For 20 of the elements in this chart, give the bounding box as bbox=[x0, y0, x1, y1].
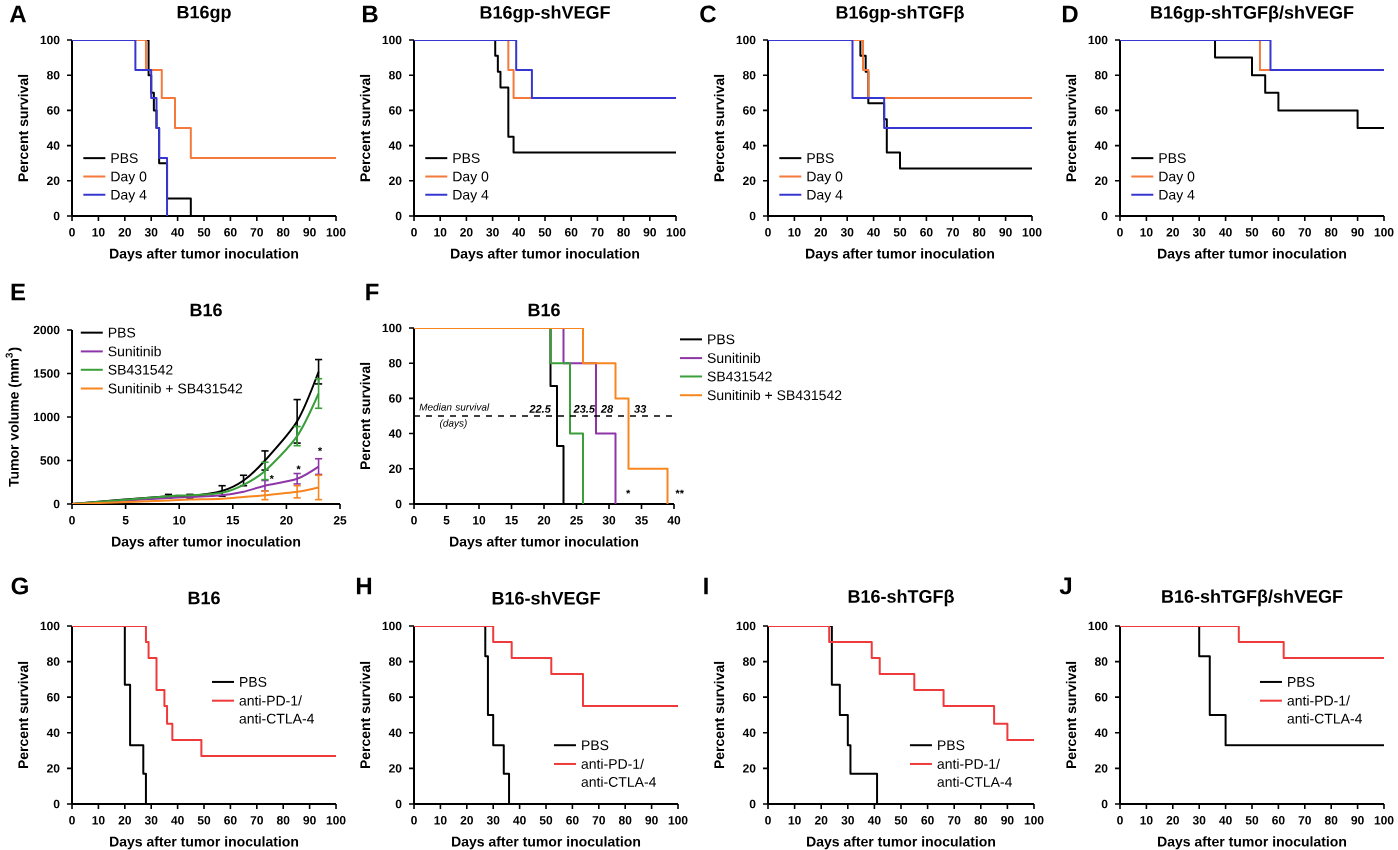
text: F bbox=[366, 283, 379, 301]
text: I bbox=[704, 577, 708, 595]
chart-title: B16-shVEGF bbox=[492, 591, 600, 605]
chart-title: B16 bbox=[528, 303, 560, 317]
chart-title: B16 bbox=[188, 591, 220, 605]
text: G bbox=[11, 577, 28, 595]
text: J bbox=[1059, 577, 1072, 595]
chart-title: B16 bbox=[190, 303, 222, 317]
chart-title: B16gp bbox=[177, 5, 231, 23]
chart-title: B16gp-shTGFβ/shVEGF bbox=[1151, 5, 1354, 23]
text: B bbox=[362, 5, 378, 23]
text: E bbox=[11, 283, 26, 301]
text: H bbox=[356, 577, 372, 595]
chart-title: B16-shTGFβ bbox=[848, 589, 954, 607]
chart-title: B16gp-shTGFβ bbox=[836, 5, 964, 23]
chart-title: B16-shTGFβ/shVEGF bbox=[1162, 589, 1343, 607]
chart-title: B16gp-shVEGF bbox=[480, 5, 610, 23]
text: A bbox=[9, 5, 27, 23]
text: C bbox=[700, 5, 717, 23]
text: D bbox=[1062, 5, 1078, 23]
